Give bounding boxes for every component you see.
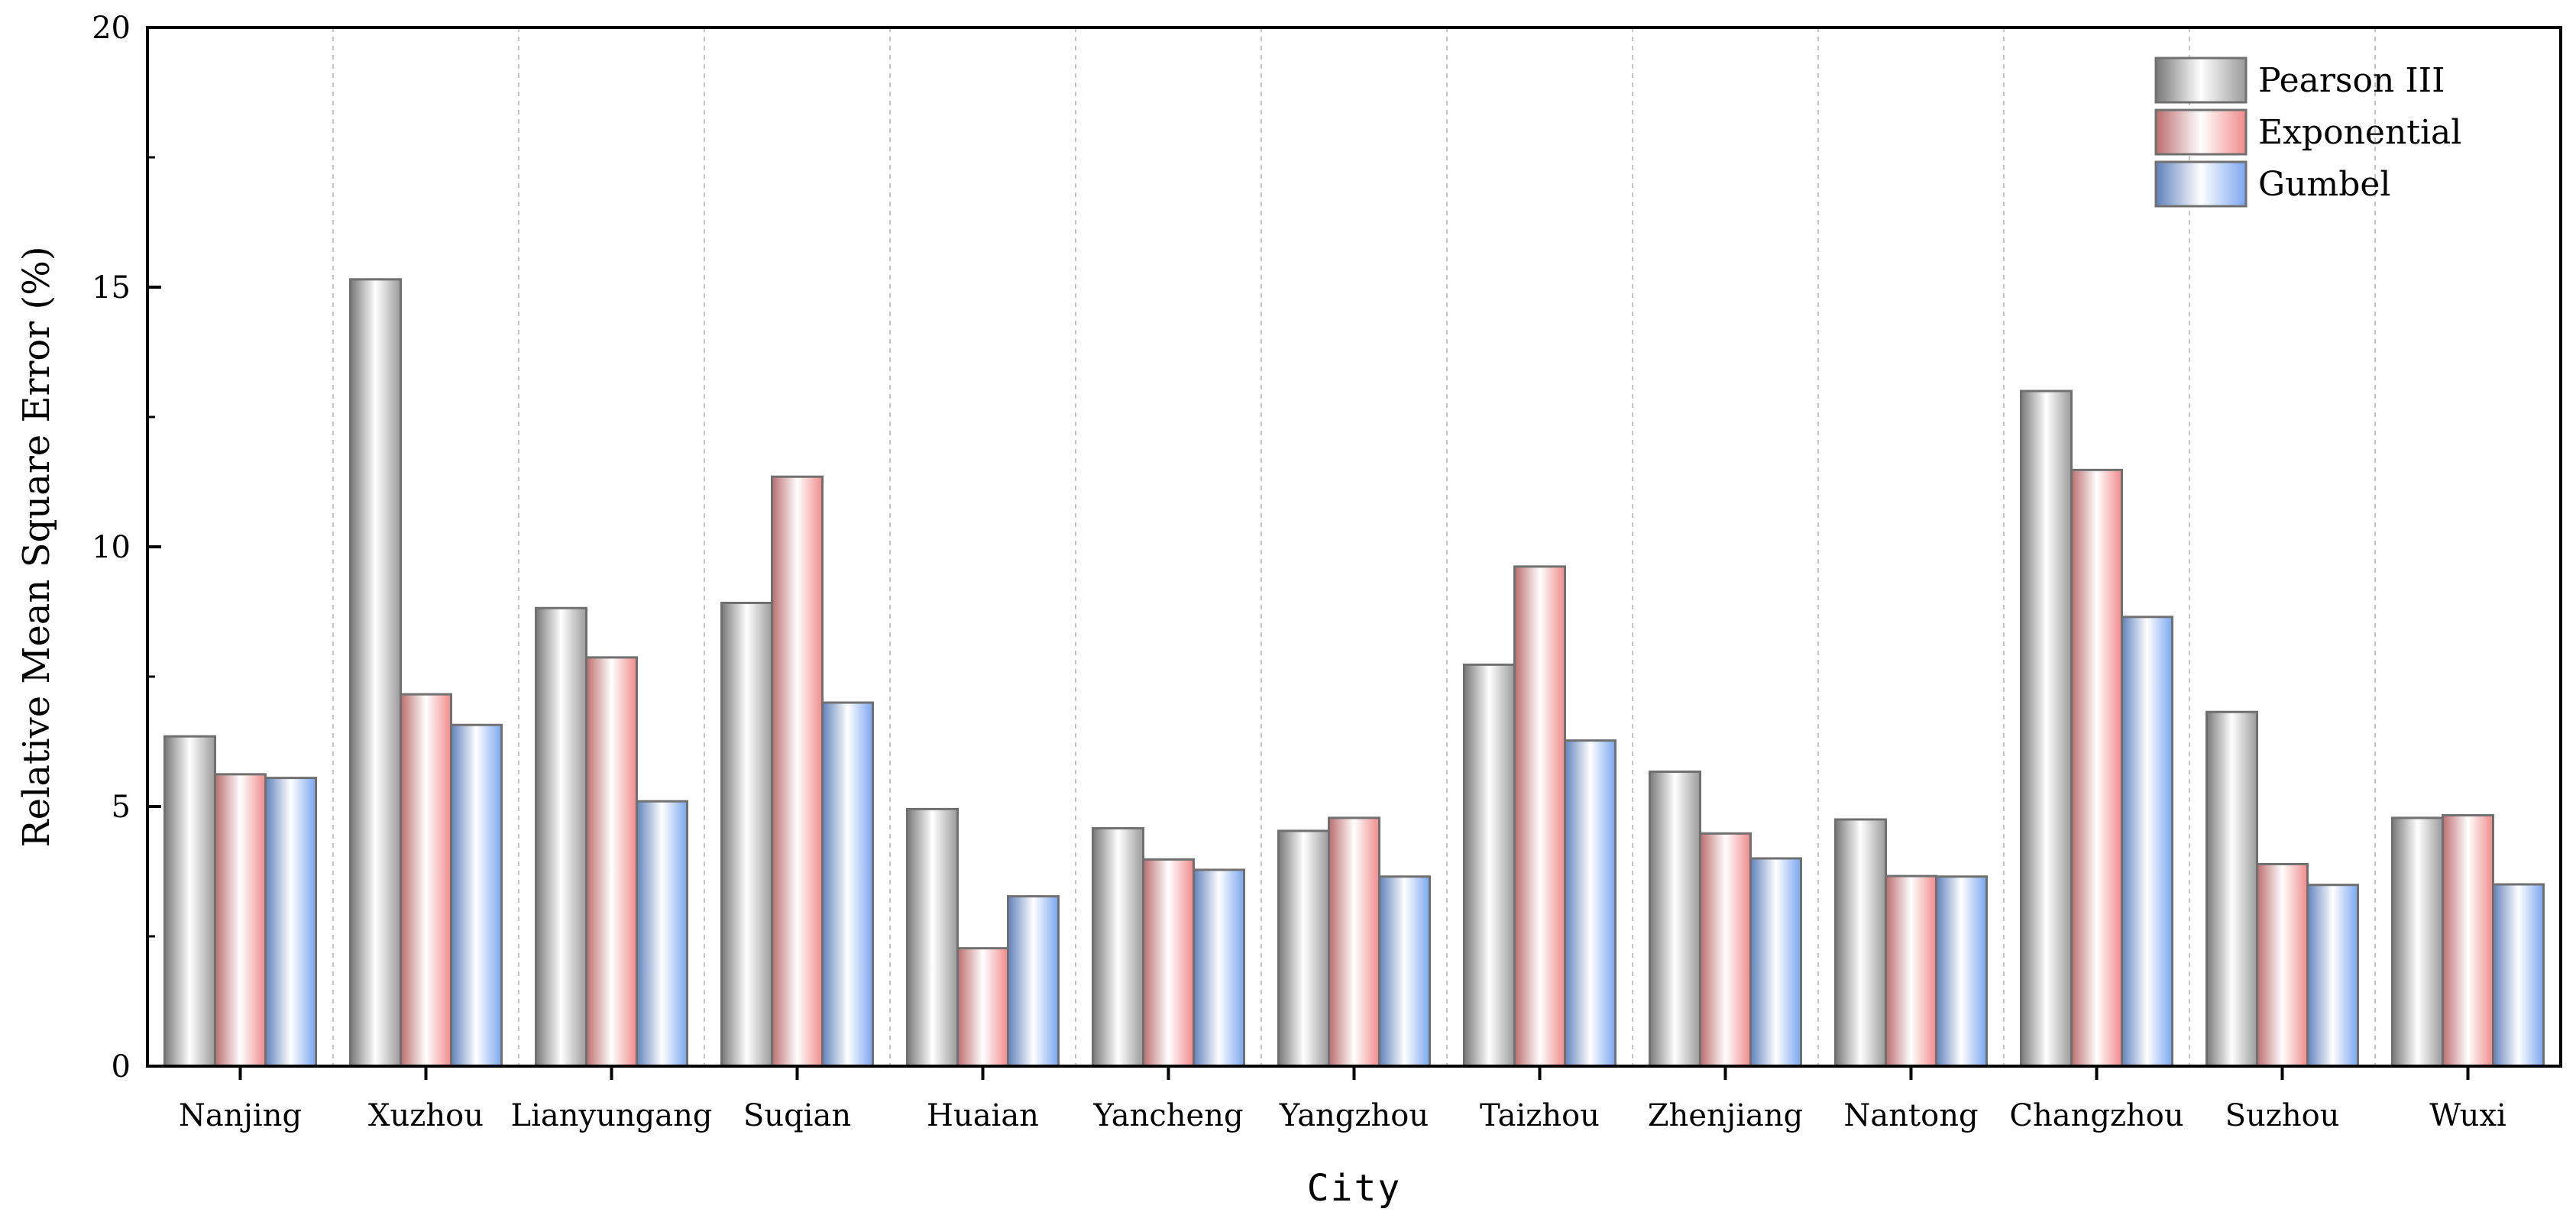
bar-gumbel-suzhou bbox=[2306, 884, 2359, 1068]
bar-pearson-iii-nantong bbox=[1834, 818, 1887, 1068]
y-tick-label: 15 bbox=[92, 270, 131, 305]
bar-pearson-iii-yancheng bbox=[1092, 827, 1144, 1068]
bar-gumbel-yangzhou bbox=[1378, 875, 1431, 1068]
bar-pearson-iii-changzhou bbox=[2020, 389, 2073, 1068]
grid-lines bbox=[332, 27, 2376, 1066]
bar-pearson-iii-zhenjiang bbox=[1649, 770, 1701, 1068]
bar-exponential-suqian bbox=[771, 475, 824, 1068]
bar-exponential-nantong bbox=[1885, 874, 1937, 1068]
bar-pearson-iii-nanjing bbox=[163, 735, 216, 1068]
bar-exponential-wuxi bbox=[2442, 814, 2494, 1068]
bar-gumbel-xuzhou bbox=[450, 723, 503, 1068]
bar-pearson-iii-wuxi bbox=[2391, 816, 2444, 1068]
x-axis-title: City bbox=[1307, 1167, 1402, 1208]
bar-exponential-xuzhou bbox=[400, 693, 452, 1068]
bar-exponential-huaian bbox=[956, 947, 1009, 1068]
bar-exponential-suzhou bbox=[2256, 862, 2309, 1068]
bar-exponential-zhenjiang bbox=[1699, 832, 1752, 1068]
bar-pearson-iii-suqian bbox=[720, 601, 773, 1068]
bar-gumbel-yancheng bbox=[1193, 868, 1245, 1068]
bar-pearson-iii-taizhou bbox=[1463, 663, 1516, 1068]
axes: 0 5 10 15 20 Nanjing Xuzhou Lianyungang Suqian Hu… bbox=[92, 11, 2562, 1133]
bars bbox=[163, 278, 2545, 1068]
y-tick-label: 5 bbox=[112, 790, 131, 825]
x-tick-label: Nantong bbox=[1843, 1098, 1978, 1133]
y-tick-label: 10 bbox=[92, 530, 131, 565]
x-tick-label: Zhenjiang bbox=[1648, 1098, 1803, 1133]
bar-gumbel-suqian bbox=[821, 701, 874, 1068]
bar-gumbel-zhenjiang bbox=[1749, 857, 1802, 1068]
bar-exponential-nanjing bbox=[214, 773, 267, 1068]
legend-label: Pearson III bbox=[2258, 61, 2445, 100]
bar-pearson-iii-lianyungang bbox=[535, 606, 587, 1068]
legend: Pearson III Exponential Gumbel bbox=[2154, 57, 2461, 208]
bar-gumbel-wuxi bbox=[2492, 883, 2545, 1068]
y-tick-label: 20 bbox=[92, 11, 131, 46]
legend-swatch bbox=[2154, 57, 2248, 104]
x-tick-label: Changzhou bbox=[2009, 1098, 2183, 1133]
bar-pearson-iii-yangzhou bbox=[1277, 829, 1330, 1068]
bar-gumbel-huaian bbox=[1007, 895, 1060, 1068]
bar-gumbel-taizhou bbox=[1564, 739, 1616, 1068]
y-axis-title: Relative Mean Square Error (%) bbox=[15, 246, 58, 847]
x-tick-label: Huaian bbox=[927, 1098, 1039, 1133]
bar-exponential-changzhou bbox=[2070, 468, 2123, 1068]
bar-pearson-iii-huaian bbox=[906, 807, 959, 1068]
bar-exponential-lianyungang bbox=[585, 656, 638, 1068]
bar-pearson-iii-xuzhou bbox=[349, 278, 402, 1068]
bar-gumbel-nanjing bbox=[264, 777, 317, 1068]
bar-gumbel-nantong bbox=[1935, 875, 1988, 1068]
bar-exponential-taizhou bbox=[1513, 565, 1566, 1068]
bar-gumbel-lianyungang bbox=[636, 800, 688, 1068]
y-tick-label: 0 bbox=[112, 1049, 131, 1084]
legend-label: Exponential bbox=[2258, 113, 2461, 152]
x-tick-label: Xuzhou bbox=[368, 1098, 484, 1133]
bar-exponential-yancheng bbox=[1142, 858, 1195, 1068]
x-tick-label: Yancheng bbox=[1092, 1098, 1243, 1133]
bar-exponential-yangzhou bbox=[1328, 816, 1380, 1068]
x-tick-label: Nanjing bbox=[179, 1098, 302, 1133]
bar-gumbel-changzhou bbox=[2121, 616, 2173, 1068]
x-tick-label: Taizhou bbox=[1480, 1098, 1600, 1133]
x-tick-label: Suzhou bbox=[2225, 1098, 2340, 1133]
legend-swatch bbox=[2154, 160, 2248, 208]
legend-swatch bbox=[2154, 108, 2248, 156]
bar-pearson-iii-suzhou bbox=[2205, 710, 2258, 1068]
legend-label: Gumbel bbox=[2258, 165, 2391, 204]
x-tick-label: Yangzhou bbox=[1279, 1098, 1429, 1133]
x-tick-label: Lianyungang bbox=[511, 1098, 713, 1133]
x-tick-label: Suqian bbox=[743, 1098, 851, 1133]
x-tick-label: Wuxi bbox=[2429, 1098, 2506, 1133]
